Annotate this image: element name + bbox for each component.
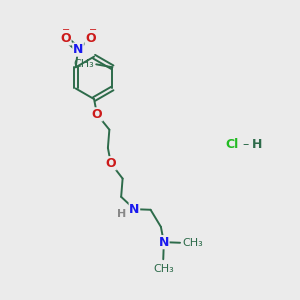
Text: O: O	[85, 32, 96, 45]
Text: CH₃: CH₃	[73, 59, 94, 69]
Text: −: −	[89, 26, 98, 35]
Text: O: O	[92, 108, 102, 121]
Text: N: N	[129, 203, 140, 216]
Text: CH₃: CH₃	[182, 238, 203, 248]
Text: Cl: Cl	[226, 138, 239, 151]
Text: O: O	[60, 32, 71, 45]
Text: N: N	[73, 43, 83, 56]
Text: CH₃: CH₃	[153, 264, 174, 274]
Text: O: O	[106, 157, 116, 170]
Text: H: H	[117, 209, 127, 220]
Text: −: −	[61, 26, 70, 35]
Text: N: N	[159, 236, 169, 249]
Text: –: –	[243, 138, 249, 151]
Text: H: H	[252, 138, 263, 151]
